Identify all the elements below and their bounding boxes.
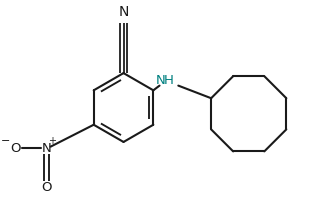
Text: H: H	[164, 75, 174, 87]
Text: N: N	[155, 74, 165, 87]
Text: N: N	[118, 5, 129, 19]
Text: O: O	[41, 181, 52, 194]
Text: O: O	[10, 142, 21, 155]
Text: +: +	[48, 136, 56, 146]
Text: N: N	[42, 142, 52, 155]
Text: −: −	[1, 136, 10, 146]
